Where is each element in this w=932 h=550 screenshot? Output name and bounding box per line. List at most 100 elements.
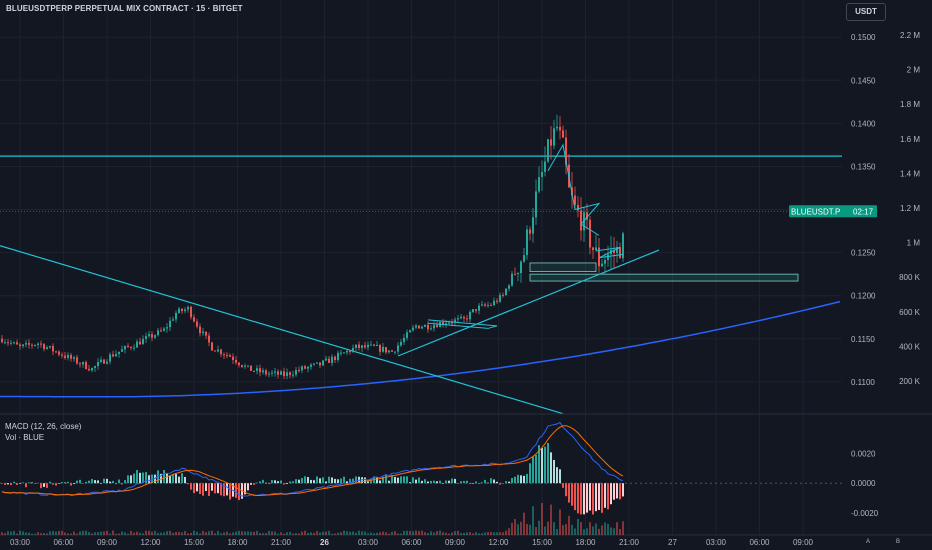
candle-body	[469, 312, 471, 320]
candle-body	[76, 357, 78, 364]
volume-bar	[529, 524, 531, 535]
candle-body	[79, 363, 81, 365]
macd-histogram-bar	[142, 472, 144, 484]
candle-body	[67, 354, 69, 358]
macd-histogram-bar	[40, 483, 42, 489]
macd-histogram-bar	[238, 483, 240, 501]
macd-legend[interactable]: MACD (12, 26, close)	[5, 422, 82, 431]
candle-body	[10, 342, 12, 344]
macd-histogram-bar	[343, 476, 345, 484]
curve-line	[0, 300, 841, 398]
macd-histogram-bar	[37, 482, 39, 484]
candle-body	[253, 370, 255, 372]
volume-bar	[535, 527, 537, 535]
price-tick-label: 0.1150	[851, 335, 875, 344]
candle-body	[328, 358, 330, 363]
chart-title: BLUEUSDTPERP PERPETUAL MIX CONTRACT · 15…	[6, 4, 243, 13]
macd-histogram-bar	[544, 446, 546, 484]
macd-histogram-bar	[472, 483, 474, 484]
macd-histogram-bar	[439, 480, 441, 484]
candle-body	[223, 354, 225, 356]
candle-body	[259, 368, 261, 373]
candle-body	[451, 322, 453, 324]
candle-body	[301, 366, 303, 371]
candle-body	[46, 347, 48, 349]
candle-body	[271, 372, 273, 374]
macd-histogram-bar	[76, 480, 78, 484]
volume-bar	[136, 531, 138, 535]
volume-bar	[94, 532, 96, 535]
volume-bar	[7, 531, 9, 535]
auto-scale-button[interactable]: A	[866, 539, 871, 545]
volume-bar	[316, 531, 318, 535]
macd-line	[1, 421, 624, 497]
volume-tick-label: 200 K	[899, 377, 921, 386]
volume-bar	[40, 533, 42, 535]
macd-histogram-bar	[139, 472, 141, 484]
macd-histogram-bar	[280, 480, 282, 484]
volume-bar	[4, 533, 6, 535]
macd-histogram-bar	[571, 483, 573, 506]
macd-histogram-bar	[592, 483, 594, 515]
macd-histogram-bar	[538, 445, 540, 484]
macd-histogram-bar	[433, 480, 435, 484]
candle-body	[388, 350, 390, 353]
macd-histogram-bar	[106, 478, 108, 484]
volume-bar	[484, 532, 486, 535]
currency-button[interactable]: USDT	[846, 3, 886, 21]
candles	[1, 114, 624, 380]
candle-body	[400, 341, 402, 346]
volume-bar	[430, 531, 432, 535]
candle-body	[82, 362, 84, 365]
candle-body	[103, 359, 105, 364]
macd-histogram-bar	[613, 483, 615, 500]
macd-histogram-bar	[469, 483, 471, 485]
time-tick-label: 03:00	[706, 538, 727, 547]
macd-histogram-bar	[484, 479, 486, 484]
candle-body	[40, 343, 42, 345]
candle-body	[589, 219, 591, 248]
macd-histogram-bar	[556, 467, 558, 484]
macd-histogram-bar	[214, 483, 216, 494]
candle-body	[91, 368, 93, 371]
macd-histogram-bar	[517, 474, 519, 484]
candle-body	[556, 126, 558, 129]
volume-bar	[502, 532, 504, 535]
candle-body	[133, 347, 135, 349]
candle-body	[130, 346, 132, 348]
candle-body	[574, 195, 576, 205]
candle-body	[313, 363, 315, 365]
volume-bar	[340, 532, 342, 535]
volume-bar	[184, 531, 186, 535]
macd-histogram-bar	[601, 483, 603, 513]
volume-bar	[427, 532, 429, 535]
volume-bar	[343, 530, 345, 535]
time-tick-label: 06:00	[53, 538, 74, 547]
candle-body	[346, 350, 348, 353]
log-scale-button[interactable]: B	[896, 539, 901, 545]
macd-histogram-bar	[535, 454, 537, 484]
volume-bar	[118, 533, 120, 535]
macd-histogram-bar	[553, 459, 555, 484]
volume-legend[interactable]: Vol · BLUE	[5, 433, 45, 442]
candle-body	[295, 370, 297, 375]
candle-body	[145, 336, 147, 339]
time-tick-label: 12:00	[140, 538, 161, 547]
volume-bar	[106, 530, 108, 535]
candle-body	[280, 371, 282, 375]
candle-body	[196, 321, 198, 327]
macd-histogram-bar	[283, 483, 285, 485]
candle-body	[94, 366, 96, 369]
macd-histogram-bar	[157, 470, 159, 484]
macd-histogram-bar	[532, 456, 534, 484]
macd-histogram-bar	[619, 483, 621, 500]
candle-body	[502, 294, 504, 296]
macd-histogram-bar	[82, 483, 84, 484]
time-tick-label: 03:00	[358, 538, 379, 547]
macd-tick-label: -0.0020	[851, 509, 879, 518]
macd-histogram-bar	[178, 476, 180, 484]
candle-body	[613, 250, 615, 254]
macd-histogram-bar	[610, 483, 612, 505]
candle-body	[553, 128, 555, 146]
